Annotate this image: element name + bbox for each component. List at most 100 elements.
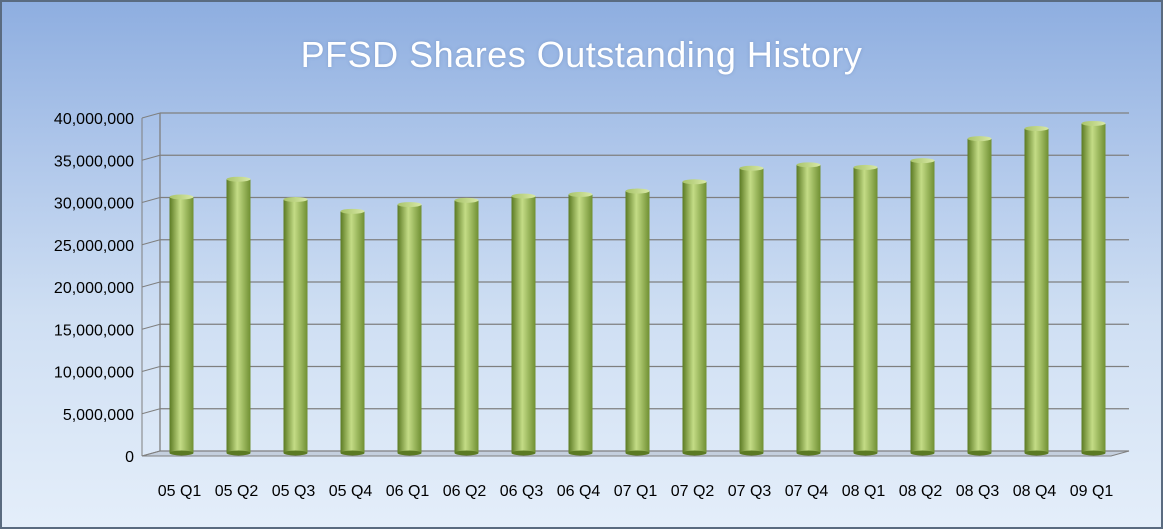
bar-06-q2 (454, 197, 479, 456)
bar-base (853, 450, 878, 456)
bar-cap (1081, 120, 1106, 126)
gridline-depth (141, 154, 161, 161)
x-tick-label: 08 Q2 (899, 483, 943, 500)
bar-base (511, 450, 536, 456)
bar-base (454, 450, 479, 456)
x-tick-label: 05 Q4 (329, 483, 373, 500)
x-tick-label: 09 Q1 (1070, 483, 1114, 500)
bar-body (340, 211, 365, 453)
y-tick-label: 5,000,000 (63, 407, 134, 424)
bar-body (454, 200, 479, 453)
bar-07-q3 (739, 165, 764, 456)
bar-base (739, 450, 764, 456)
y-tick-label: 0 (125, 449, 134, 466)
gridline-depth (141, 408, 161, 415)
bar-cap (625, 188, 650, 194)
gridline-depth (141, 366, 161, 372)
bar-body (910, 160, 935, 453)
x-axis-tick-labels: 05 Q1 05 Q2 05 Q3 05 Q4 06 Q1 06 Q2 06 Q3 06 Q4… (158, 483, 1114, 500)
x-tick-label: 08 Q3 (956, 483, 1000, 500)
y-tick-label: 20,000,000 (54, 280, 134, 297)
bar-body (682, 181, 707, 453)
bar-base (1081, 450, 1106, 456)
x-tick-label: 08 Q4 (1013, 483, 1057, 500)
bar-base (226, 450, 251, 456)
bar-cap (283, 197, 308, 202)
bar-base (682, 450, 707, 456)
bar-06-q1 (397, 202, 422, 456)
y-tick-label: 40,000,000 (54, 111, 134, 128)
bar-07-q4 (796, 162, 821, 456)
bar-body (511, 196, 536, 453)
x-tick-label: 06 Q1 (386, 483, 430, 500)
bar-08-q3 (967, 136, 992, 456)
x-tick-label: 05 Q2 (215, 483, 259, 500)
y-tick-label: 30,000,000 (54, 196, 134, 213)
x-tick-label: 07 Q4 (785, 483, 829, 500)
bar-cap (1024, 126, 1049, 132)
bar-05-q2 (226, 176, 251, 456)
bar-cap (568, 191, 593, 197)
bar-cap (397, 202, 422, 208)
bar-09-q1 (1081, 120, 1106, 456)
bar-cap (454, 197, 479, 203)
bar-base (568, 450, 593, 456)
chart-title: PFSD Shares Outstanding History (300, 34, 863, 75)
x-tick-label: 07 Q3 (728, 483, 772, 500)
x-tick-label: 06 Q2 (443, 483, 487, 500)
bar-05-q1 (169, 194, 194, 456)
bar-base (967, 450, 992, 456)
bar-base (169, 450, 194, 456)
gridline-depth (141, 323, 161, 330)
bar-cap (340, 208, 365, 214)
y-axis-tick-labels: 0 5,000,000 10,000,000 15,000,000 20,000,000… (54, 111, 134, 466)
bar-05-q3 (283, 197, 308, 456)
y-tick-label: 35,000,000 (54, 153, 134, 170)
bar-cap (796, 162, 821, 168)
x-tick-label: 05 Q1 (158, 483, 202, 500)
bar-cap (511, 193, 536, 199)
bar-cap (226, 176, 251, 182)
y-tick-label: 25,000,000 (54, 238, 134, 255)
bar-06-q3 (511, 193, 536, 456)
gridline-depth (141, 239, 161, 246)
bar-body (796, 164, 821, 454)
bar-07-q1 (625, 188, 650, 456)
x-tick-label: 08 Q1 (842, 483, 886, 500)
bar-cap (853, 164, 878, 170)
bar-body (169, 196, 194, 453)
bar-body (967, 138, 992, 453)
gridline-depth (141, 112, 161, 119)
x-tick-label: 06 Q4 (557, 483, 601, 500)
bar-body (226, 179, 251, 453)
bar-base (283, 450, 308, 456)
x-tick-label: 06 Q3 (500, 483, 544, 500)
bar-cap (967, 136, 992, 142)
bar-08-q4 (1024, 126, 1049, 456)
y-tick-label: 10,000,000 (54, 365, 134, 382)
bar-08-q2 (910, 158, 935, 456)
bar-07-q2 (682, 179, 707, 456)
bar-cap (682, 179, 707, 185)
y-tick-label: 15,000,000 (54, 322, 134, 339)
bar-base (910, 450, 935, 456)
x-tick-label: 07 Q1 (614, 483, 658, 500)
bar-06-q4 (568, 191, 593, 456)
x-tick-label: 05 Q3 (272, 483, 316, 500)
gridline-depth (141, 197, 161, 203)
bar-body (1081, 123, 1106, 453)
bar-base (397, 450, 422, 456)
bar-base (1024, 450, 1049, 456)
bar-body (568, 194, 593, 453)
bar-base (340, 450, 365, 456)
bar-base (625, 450, 650, 456)
bar-body (739, 168, 764, 454)
bar-cap (169, 194, 194, 200)
bar-cap (910, 158, 935, 164)
bar-body (853, 167, 878, 453)
gridline-depth (141, 281, 161, 288)
bar-08-q1 (853, 164, 878, 456)
bar-body (397, 204, 422, 453)
